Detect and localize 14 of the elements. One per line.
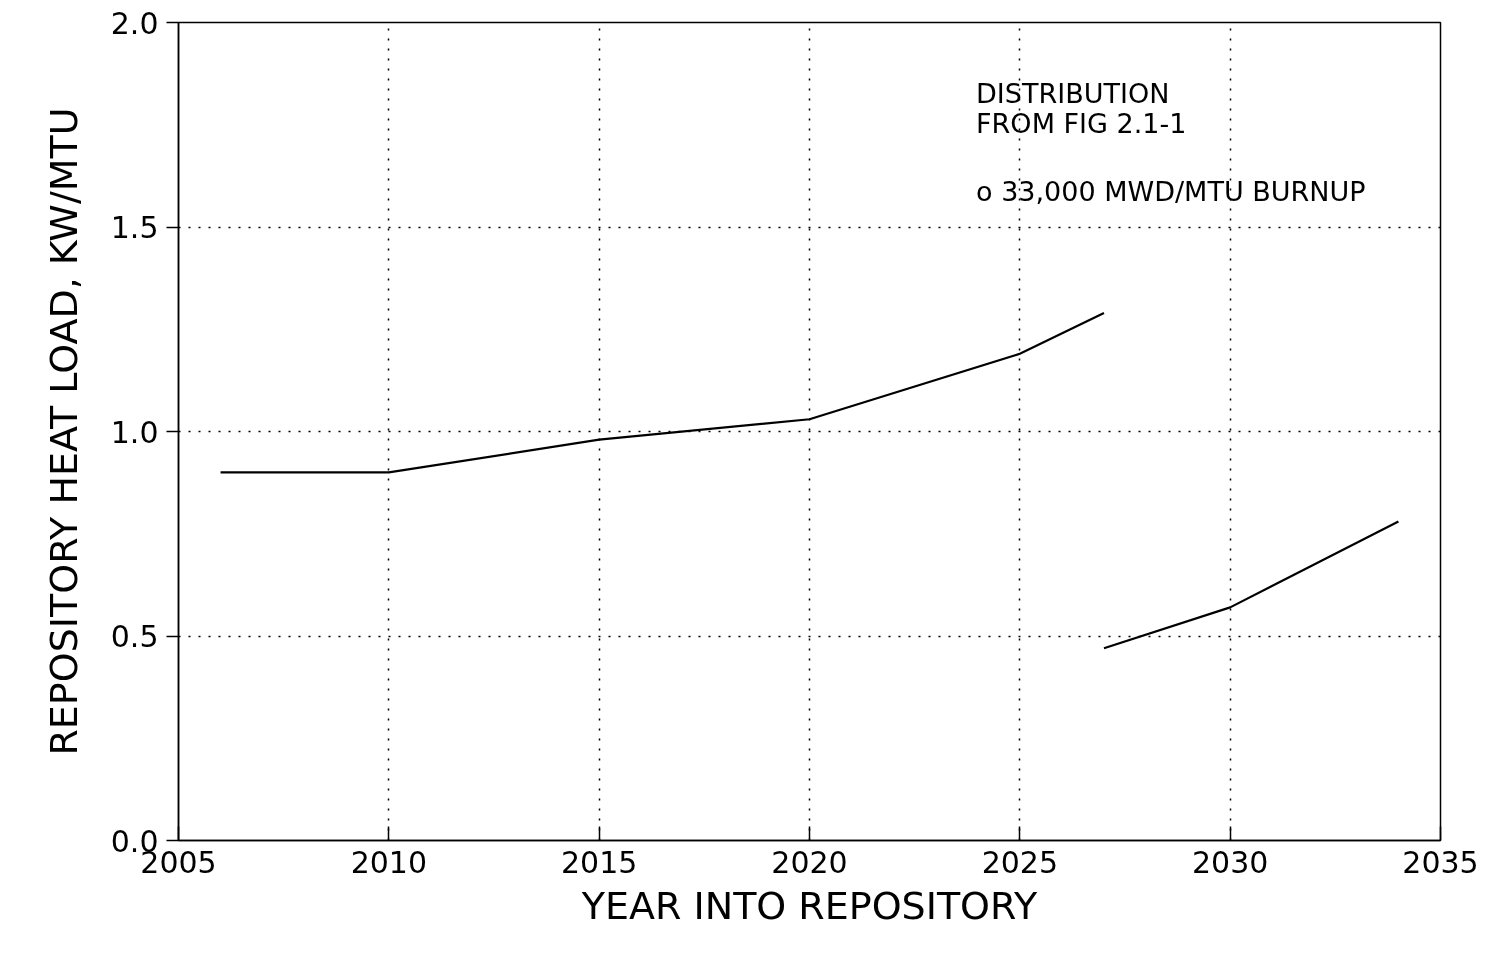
x-tick-label: 2030 bbox=[1191, 844, 1269, 880]
x-tick-label: 2010 bbox=[350, 844, 428, 880]
y-tick-label: 0.5 bbox=[110, 619, 159, 654]
x-tick-label: 2020 bbox=[771, 844, 848, 880]
y-axis-title: REPOSITORY HEAT LOAD, KW/MTU bbox=[41, 107, 86, 756]
x-tick-label: 2015 bbox=[560, 844, 638, 880]
y-tick-label: 1.5 bbox=[110, 210, 159, 245]
x-axis-title: YEAR INTO REPOSITORY bbox=[580, 883, 1038, 928]
x-tick-label: 2025 bbox=[981, 844, 1059, 880]
annotation: o 33,000 MWD/MTU BURNUP bbox=[976, 176, 1366, 208]
annotation: DISTRIBUTION FROM FIG 2.1-1 bbox=[976, 78, 1187, 140]
y-tick-label: 2.0 bbox=[110, 5, 159, 41]
y-tick-label: 1.0 bbox=[110, 414, 159, 450]
x-tick-label: 2035 bbox=[1402, 844, 1479, 880]
